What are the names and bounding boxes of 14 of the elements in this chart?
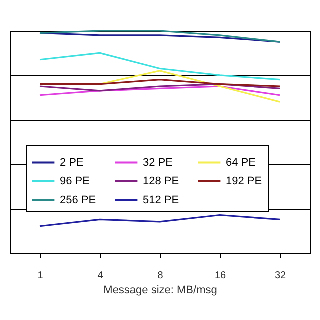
legend-label: 256 PE <box>60 194 96 206</box>
x-axis-title: Message size: MB/msg <box>104 284 218 296</box>
legend-label: 32 PE <box>143 156 173 169</box>
x-tick-label: 8 <box>158 270 164 282</box>
x-tick-label: 32 <box>274 270 286 282</box>
x-tick-label: 16 <box>214 270 226 282</box>
x-tick-label: 4 <box>98 270 104 282</box>
legend-label: 128 PE <box>143 176 180 188</box>
legend-label: 96 PE <box>60 176 90 188</box>
legend-label: 192 PE <box>226 176 262 188</box>
legend-label: 64 PE <box>226 156 256 169</box>
legend-label: 512 PE <box>143 194 180 206</box>
x-tick-label: 1 <box>38 270 44 282</box>
legend-label: 2 PE <box>60 156 84 169</box>
